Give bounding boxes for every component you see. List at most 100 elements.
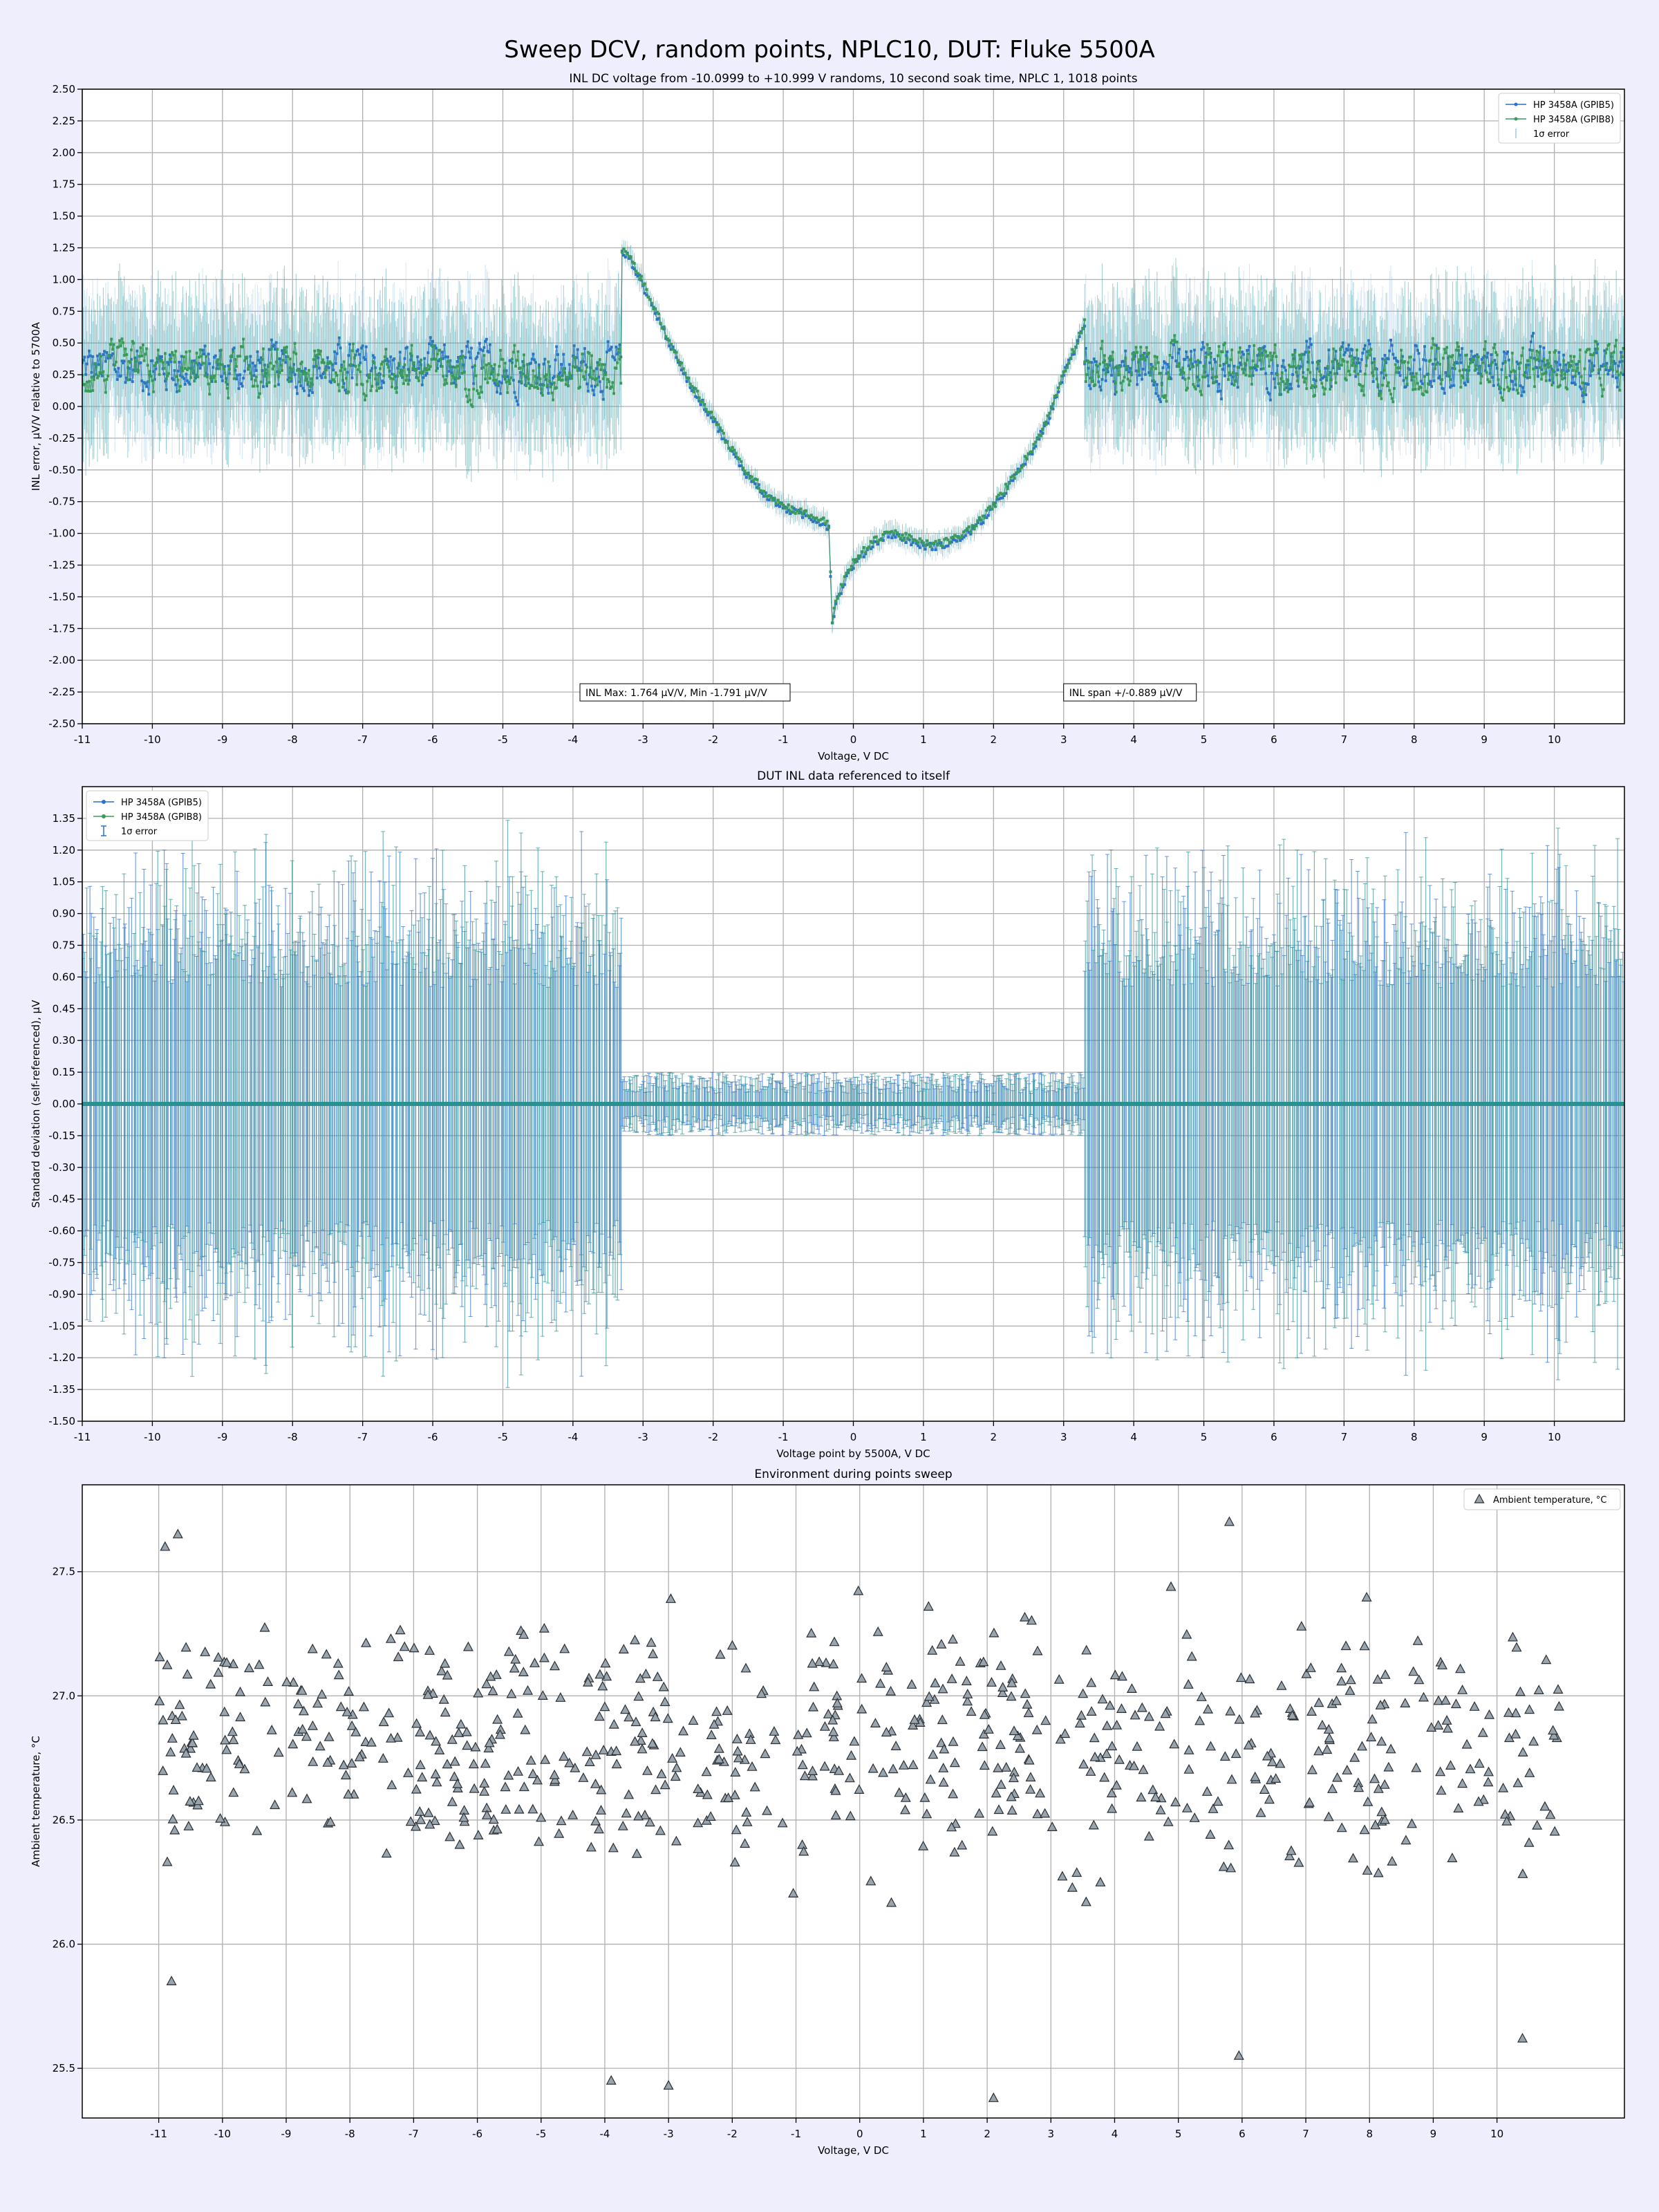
temperature-point [1186,1651,1197,1661]
legend-label: HP 3458A (GPIB5) [1533,100,1614,111]
legend-marker [1514,102,1518,106]
temperature-point [239,1763,250,1774]
temperature-point [529,1658,541,1667]
y-tick-label: 0.75 [53,939,75,952]
temperature-point [702,1789,713,1799]
temperature-point [338,1759,349,1770]
temperature-point [453,1727,465,1737]
temperature-point [325,1816,336,1826]
temperature-point [854,1784,865,1794]
x-tick-label: 9 [1481,733,1488,746]
temperature-point [705,1811,716,1821]
temperature-point [978,1656,989,1667]
temperature-point [1026,1615,1037,1625]
temperature-point [381,1848,392,1858]
temperature-point [856,1703,868,1714]
temperature-point [729,1857,740,1867]
temperature-point [1150,1792,1161,1801]
temperature-point [621,1808,632,1818]
temperature-point [936,1638,947,1649]
temperature-point [1376,1806,1387,1817]
temperature-point [462,1641,474,1651]
temperature-point [900,1792,911,1802]
temperature-point [665,1593,676,1603]
y-tick-label: 1.20 [53,844,75,856]
temperature-point [788,1888,799,1897]
x-tick-label: -10 [144,1431,161,1443]
temperature-point [201,1763,212,1773]
x-tick-label: 1 [920,2128,927,2140]
temperature-point [170,1714,181,1724]
x-tick-label: 5 [1201,1431,1208,1443]
temperature-point [1400,1835,1412,1845]
temperature-point [487,1685,498,1696]
temperature-point [343,1686,355,1696]
temperature-point [1477,1727,1488,1737]
temperature-point [637,1727,648,1737]
temperature-point [1340,1640,1351,1651]
temperature-point [995,1739,1006,1750]
temperature-point [806,1627,817,1638]
x-tick-label: 5 [1201,733,1208,746]
temperature-point [1189,1812,1200,1822]
temperature-point [346,1720,357,1730]
temperature-point [549,1769,560,1779]
temperature-point [885,1685,897,1696]
temperature-point [1255,1807,1266,1817]
temperature-point [1305,1662,1316,1672]
temperature-point [962,1696,973,1706]
legend-frame [1463,1488,1621,1510]
x-tick-label: 8 [1411,1431,1418,1443]
temperature-point [1259,1784,1270,1794]
y-tick-label: 0.25 [53,368,75,381]
temperature-point [713,1754,724,1763]
temperature-point [769,1726,780,1736]
temperature-point [618,1644,629,1653]
y-tick-label: 1.00 [53,273,75,285]
temperature-point [828,1732,839,1741]
y-tick-label: -2.25 [48,686,75,698]
y-tick-label: 0.75 [53,305,75,317]
temperature-point [701,1766,712,1777]
temperature-point [452,1778,463,1788]
temperature-point [193,1795,204,1806]
temperature-point [1483,1766,1494,1777]
temperature-point [729,1790,740,1799]
temperature-point [1457,1685,1468,1694]
temperature-point [180,1747,191,1758]
temperature-point [617,1820,628,1830]
temperature-point [1095,1877,1106,1886]
y-tick-label: 2.00 [53,147,75,159]
temperature-point [166,1976,177,1985]
temperature-point [1101,1748,1112,1759]
temperature-point [1512,1777,1524,1788]
x-tick-label: 6 [1271,733,1277,746]
x-tick-label: 3 [1060,733,1067,746]
temperature-point [1503,1707,1515,1717]
temperature-point [830,1810,841,1820]
temperature-point [899,1804,911,1815]
temperature-point [993,1762,1004,1772]
temperature-point [273,1747,284,1757]
temperature-point [936,1737,947,1747]
temperature-point [1143,1830,1154,1841]
x-tick-label: 4 [1130,1431,1137,1443]
temperature-point [995,1660,1006,1670]
legend-marker [1474,1493,1485,1503]
temperature-point [1548,1725,1559,1735]
temperature-point [909,1714,920,1724]
temperature-point [885,1897,897,1907]
temperature-point [1524,1704,1535,1714]
temperature-point [1169,1738,1180,1749]
y-tick-label: 26.0 [53,1938,75,1951]
temperature-point [213,1651,224,1662]
temperature-point [1244,1674,1255,1684]
temperature-point [503,1770,514,1780]
temperature-point [594,1711,605,1721]
temperature-point [1032,1645,1043,1656]
x-tick-label: -9 [281,2128,292,2140]
x-tick-label: -7 [357,1431,368,1443]
x-tick-label: 2 [991,733,997,746]
temperature-point [1515,1686,1526,1696]
